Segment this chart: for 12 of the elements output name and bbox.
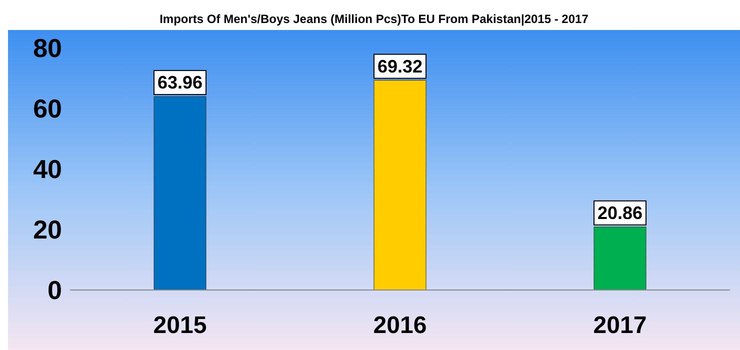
data-label: 20.86: [597, 202, 643, 223]
data-label: 69.32: [377, 56, 423, 76]
chart-title: Imports Of Men's/Boys Jeans (Million Pcs)To EU From Pakistan|2015 - 2017: [158, 12, 590, 26]
x-tick-label: 2016: [373, 312, 427, 340]
x-tick-label: 2015: [153, 312, 207, 340]
data-label: 63.96: [157, 72, 203, 93]
y-tick-label: 20: [33, 214, 62, 245]
y-tick-label: 40: [33, 154, 62, 184]
y-tick-label: 60: [33, 94, 62, 124]
x-tick-label: 2017: [593, 312, 647, 340]
y-tick-label: 0: [48, 275, 62, 306]
y-tick-label: 80: [33, 33, 62, 64]
